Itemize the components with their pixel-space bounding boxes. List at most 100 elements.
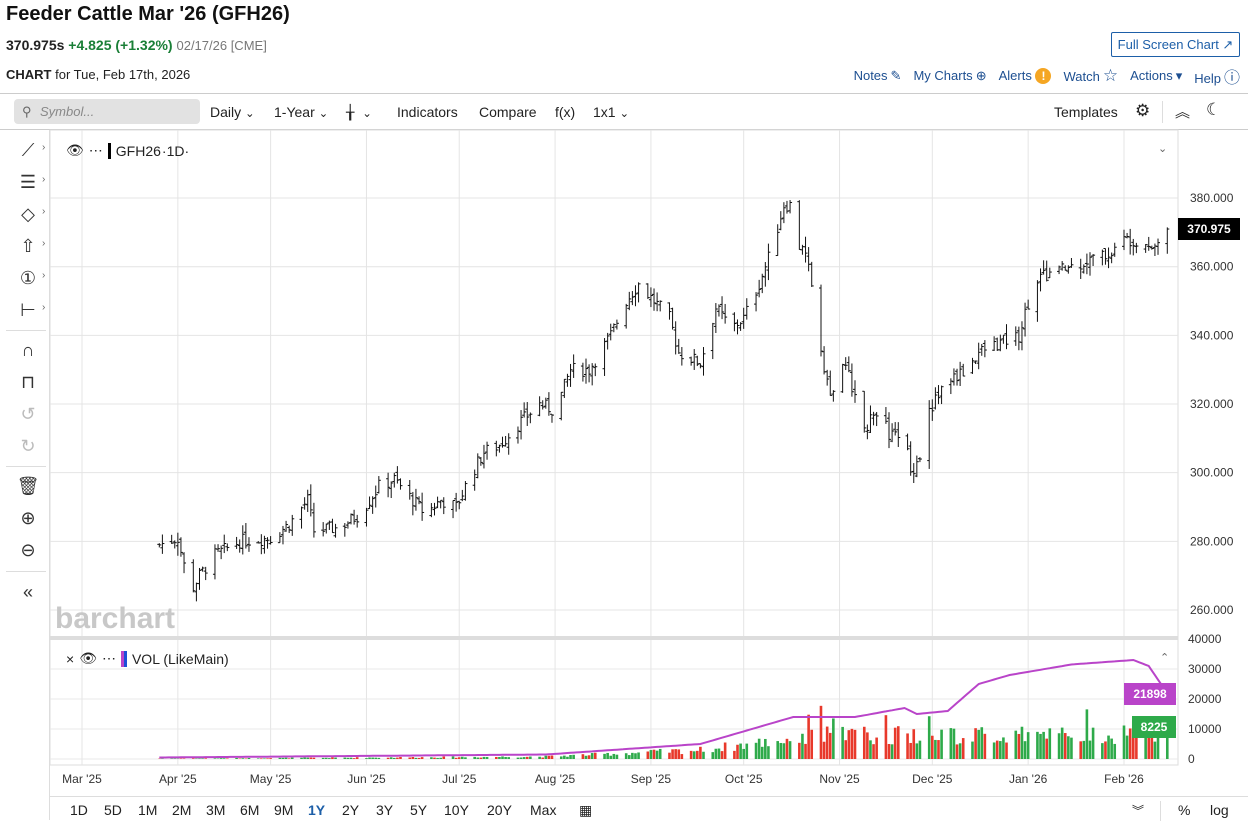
volume-bar xyxy=(961,738,965,759)
barchart-watermark: barchart xyxy=(55,602,175,635)
redo-icon[interactable]: ↻ xyxy=(20,436,36,456)
line-tool-icon[interactable]: ⟋ › xyxy=(21,140,46,160)
range-3y[interactable]: 3Y xyxy=(376,802,394,818)
more-icon[interactable]: ⋯ xyxy=(88,142,103,158)
chevron-up-icon[interactable]: ⌃ xyxy=(1160,652,1170,664)
volume-bar xyxy=(912,729,916,759)
templates-button[interactable]: Templates xyxy=(1054,104,1118,120)
zoom-out-icon[interactable]: ⊖ xyxy=(20,540,36,560)
watch-link[interactable]: Watch ☆ xyxy=(1063,66,1118,86)
range-6m[interactable]: 6M xyxy=(240,802,260,818)
unlock-icon[interactable]: ⊓ xyxy=(20,372,36,392)
ohlc-bar xyxy=(716,304,721,317)
magnet-icon[interactable]: ∩ xyxy=(21,340,35,360)
ohlc-bar xyxy=(1026,299,1031,310)
range-2m[interactable]: 2M xyxy=(172,802,192,818)
notes-link[interactable]: Notes ✎ xyxy=(854,68,902,84)
volume-bar xyxy=(776,741,779,759)
help-link[interactable]: Help ⓘ xyxy=(1194,64,1240,88)
volume-bar xyxy=(1110,738,1113,759)
actions-menu[interactable]: Actions ▾ xyxy=(1130,68,1182,84)
alerts-link[interactable]: Alerts ! xyxy=(999,68,1052,84)
eye-icon[interactable]: 👁 xyxy=(66,142,84,158)
my-charts-link[interactable]: My Charts ⊕ xyxy=(913,68,986,84)
volume-study-label[interactable]: VOL (LikeMain) xyxy=(131,650,229,667)
range-10y[interactable]: 10Y xyxy=(444,802,469,818)
indicators-button[interactable]: Indicators xyxy=(397,104,458,120)
gear-icon[interactable]: ⚙ xyxy=(1135,101,1151,120)
ohlc-bar xyxy=(398,478,403,490)
volume-bar xyxy=(958,743,962,759)
annotation-tool-icon[interactable]: ① › xyxy=(19,268,46,288)
collapse-up-icon[interactable]: ︽ xyxy=(1175,104,1191,121)
volume-bar xyxy=(399,756,402,759)
full-screen-chart-button[interactable]: Full Screen Chart ↗ xyxy=(1111,32,1240,57)
volume-bar xyxy=(1082,740,1086,759)
ohlc-bar xyxy=(277,532,282,544)
chevron-down-icon[interactable]: ⌄ xyxy=(1158,143,1168,155)
volume-bar xyxy=(504,756,507,759)
calendar-icon[interactable]: ▦ xyxy=(579,802,593,818)
range-3m[interactable]: 3M xyxy=(206,802,226,818)
symbol-search-input[interactable]: ⚲ Symbol... xyxy=(14,99,200,124)
log-toggle[interactable]: log xyxy=(1210,802,1229,818)
volume-bar xyxy=(764,738,767,759)
ohlc-bar xyxy=(1063,265,1068,271)
collapse-left-icon[interactable]: « xyxy=(22,582,33,602)
fib-tool-icon[interactable]: ☰ › xyxy=(19,172,46,192)
range-dropdown[interactable]: 1-Year ⌄ xyxy=(274,104,328,120)
dark-mode-moon-icon[interactable]: ☾ xyxy=(1206,100,1222,119)
interval-dropdown[interactable]: Daily ⌄ xyxy=(210,104,255,120)
range-20y[interactable]: 20Y xyxy=(487,802,512,818)
ohlc-bar xyxy=(865,424,870,440)
range-5d[interactable]: 5D xyxy=(104,802,122,818)
close-icon[interactable]: × xyxy=(66,650,75,667)
ohlc-bar xyxy=(871,411,876,426)
ohlc-bar xyxy=(463,481,468,501)
eye-icon[interactable]: 👁 xyxy=(79,650,97,666)
symbol-legend[interactable]: GFH26 xyxy=(115,142,161,159)
shapes-tool-icon[interactable]: ◇ › xyxy=(21,204,46,224)
price-tick-label: 280.000 xyxy=(1190,534,1234,548)
ohlc-bar xyxy=(1047,267,1052,279)
layout-dropdown[interactable]: 1x1 ⌄ xyxy=(593,104,629,120)
bar-type-dropdown[interactable]: ╁ ⌄ xyxy=(346,104,372,121)
volume-bar xyxy=(550,755,554,759)
ohlc-bar xyxy=(299,506,304,529)
panel-divider[interactable] xyxy=(50,636,1178,640)
arrow-tool-icon[interactable]: ⇧ › xyxy=(20,236,46,256)
range-5y[interactable]: 5Y xyxy=(410,802,428,818)
volume-bar xyxy=(420,757,424,759)
volume-bar xyxy=(541,757,545,759)
ohlc-bar xyxy=(352,509,357,525)
undo-icon[interactable]: ↺ xyxy=(20,404,36,424)
ohlc-bar xyxy=(775,224,780,257)
volume-bar xyxy=(525,756,529,759)
range-1m[interactable]: 1M xyxy=(138,802,158,818)
ohlc-bar xyxy=(713,303,718,334)
volume-bar xyxy=(501,756,504,759)
trash-icon[interactable]: 🗑 xyxy=(16,476,40,496)
volume-bar xyxy=(1063,733,1067,759)
volume-bar xyxy=(454,757,458,759)
volume-bar xyxy=(711,752,715,759)
range-1y[interactable]: 1Y xyxy=(308,802,326,818)
volume-bar xyxy=(516,757,520,759)
function-button[interactable]: f(x) xyxy=(555,104,576,120)
more-icon[interactable]: ⋯ xyxy=(101,650,116,666)
range-1d[interactable]: 1D xyxy=(70,802,88,818)
range-max[interactable]: Max xyxy=(530,802,557,818)
zoom-in-icon[interactable]: ⊕ xyxy=(20,508,36,528)
percent-toggle[interactable]: % xyxy=(1178,802,1191,818)
volume-bar xyxy=(408,757,412,759)
volume-bar xyxy=(862,726,866,759)
compare-button[interactable]: Compare xyxy=(479,104,537,120)
expand-down-icon[interactable]: ︾ xyxy=(1132,804,1145,818)
measure-tool-icon[interactable]: ⊢ › xyxy=(20,300,46,320)
range-9m[interactable]: 9M xyxy=(274,802,294,818)
price-tick-label: 320.000 xyxy=(1190,397,1234,411)
range-2y[interactable]: 2Y xyxy=(342,802,360,818)
x-tick-label: Dec '25 xyxy=(912,772,953,786)
volume-bar xyxy=(760,746,764,759)
